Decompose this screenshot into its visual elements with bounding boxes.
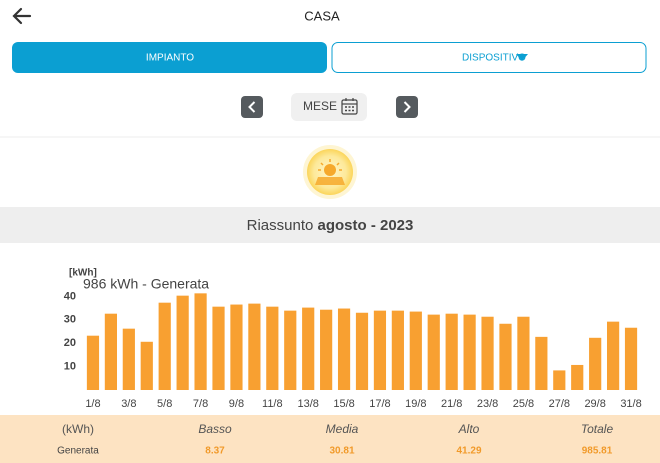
x-tick-label: 3/8 xyxy=(121,398,136,410)
y-tick-label: 10 xyxy=(64,360,76,372)
stats-table: (kWh) Basso Media Alto Totale Generata 8.37 30.… xyxy=(57,422,613,456)
bar xyxy=(284,310,297,390)
bar xyxy=(517,316,530,390)
stats-value: 985.81 xyxy=(582,446,613,457)
bar xyxy=(230,304,243,390)
bar xyxy=(140,341,153,390)
next-button[interactable] xyxy=(396,96,418,118)
x-tick-label: 1/8 xyxy=(85,398,100,410)
x-tick-label: 19/8 xyxy=(405,398,426,410)
bar xyxy=(337,308,351,390)
tab-bg xyxy=(331,42,647,73)
tab-dispositivo[interactable]: DISPOSITIVO xyxy=(331,42,647,73)
bar xyxy=(463,314,476,390)
x-tick-label: 5/8 xyxy=(157,398,172,410)
back-button[interactable] xyxy=(12,7,32,25)
y-axis-label: [kWh] xyxy=(69,268,97,279)
x-tick-label: 13/8 xyxy=(297,398,318,410)
stats-band xyxy=(0,415,660,463)
x-tick-label: 11/8 xyxy=(262,398,283,410)
bar xyxy=(86,335,100,390)
stats-header: Totale xyxy=(581,422,614,436)
bar xyxy=(427,314,440,390)
x-tick-label: 7/8 xyxy=(193,398,208,410)
period-label: MESE xyxy=(303,99,337,113)
summary-title: Riassunto agosto - 2023 xyxy=(247,217,414,234)
stats-row-label: Generata xyxy=(57,446,99,457)
bar xyxy=(409,311,422,390)
summary-period: agosto - 2023 xyxy=(318,217,414,234)
bar xyxy=(589,337,602,390)
stats-header: Basso xyxy=(198,422,232,436)
stats-header: Media xyxy=(326,422,359,436)
bar xyxy=(624,327,638,390)
x-tick-label: 31/8 xyxy=(620,398,641,410)
bar xyxy=(606,321,620,390)
bar xyxy=(391,310,404,390)
stats-value: 8.37 xyxy=(205,446,225,457)
x-tick-label: 15/8 xyxy=(333,398,354,410)
tab-label: IMPIANTO xyxy=(146,53,194,64)
calendar-icon xyxy=(341,98,358,115)
stats-header: Alto xyxy=(458,422,480,436)
bar xyxy=(194,293,207,390)
x-tick-label: 27/8 xyxy=(549,398,570,410)
bar xyxy=(535,336,548,390)
x-tick-label: 23/8 xyxy=(477,398,498,410)
prev-button[interactable] xyxy=(241,96,263,118)
bar xyxy=(373,310,387,390)
bar xyxy=(266,306,279,390)
bar xyxy=(212,306,225,390)
tab-bg xyxy=(12,42,327,73)
bar xyxy=(104,313,118,390)
summary-band xyxy=(0,207,660,243)
bar xyxy=(122,328,135,390)
bar xyxy=(571,364,584,390)
x-tick-label: 29/8 xyxy=(584,398,605,410)
tab-impianto[interactable]: IMPIANTO xyxy=(12,42,327,73)
back-arrow xyxy=(12,7,32,25)
header-title: CASA xyxy=(304,8,340,23)
bar xyxy=(481,316,494,390)
bar xyxy=(302,307,315,390)
bar xyxy=(553,370,566,390)
period-selector[interactable]: MESE xyxy=(291,93,367,121)
chart-title: 986 kWh - Generata xyxy=(83,276,209,292)
stats-header: (kWh) xyxy=(62,422,94,436)
next-bg xyxy=(396,96,418,118)
summary-prefix: Riassunto xyxy=(247,217,314,234)
x-tick-label: 21/8 xyxy=(441,398,462,410)
dropdown-icon xyxy=(516,54,528,61)
y-tick-label: 30 xyxy=(64,314,76,326)
stats-value: 41.29 xyxy=(456,446,481,457)
x-tick-label: 17/8 xyxy=(369,398,390,410)
bar xyxy=(176,295,189,390)
sun-icon xyxy=(303,145,357,199)
next-icon xyxy=(403,101,411,113)
bar xyxy=(158,302,171,390)
bar xyxy=(248,303,261,390)
plot: 10 20 30 40 1/8 3/8 5/8 7/8 9/8 11/8 13/8 15/8 17/8 1… xyxy=(64,290,642,410)
bar xyxy=(499,323,512,390)
bar xyxy=(445,313,458,390)
bar xyxy=(355,312,369,390)
tab-label: DISPOSITIVO xyxy=(462,53,526,64)
y-tick-label: 40 xyxy=(64,290,76,302)
x-tick-label: 9/8 xyxy=(229,398,244,410)
bar xyxy=(320,309,333,390)
prev-bg xyxy=(241,96,263,118)
prev-icon xyxy=(248,101,256,113)
y-tick-label: 20 xyxy=(64,337,76,349)
stats-value: 30.81 xyxy=(329,446,354,457)
x-tick-label: 25/8 xyxy=(513,398,534,410)
